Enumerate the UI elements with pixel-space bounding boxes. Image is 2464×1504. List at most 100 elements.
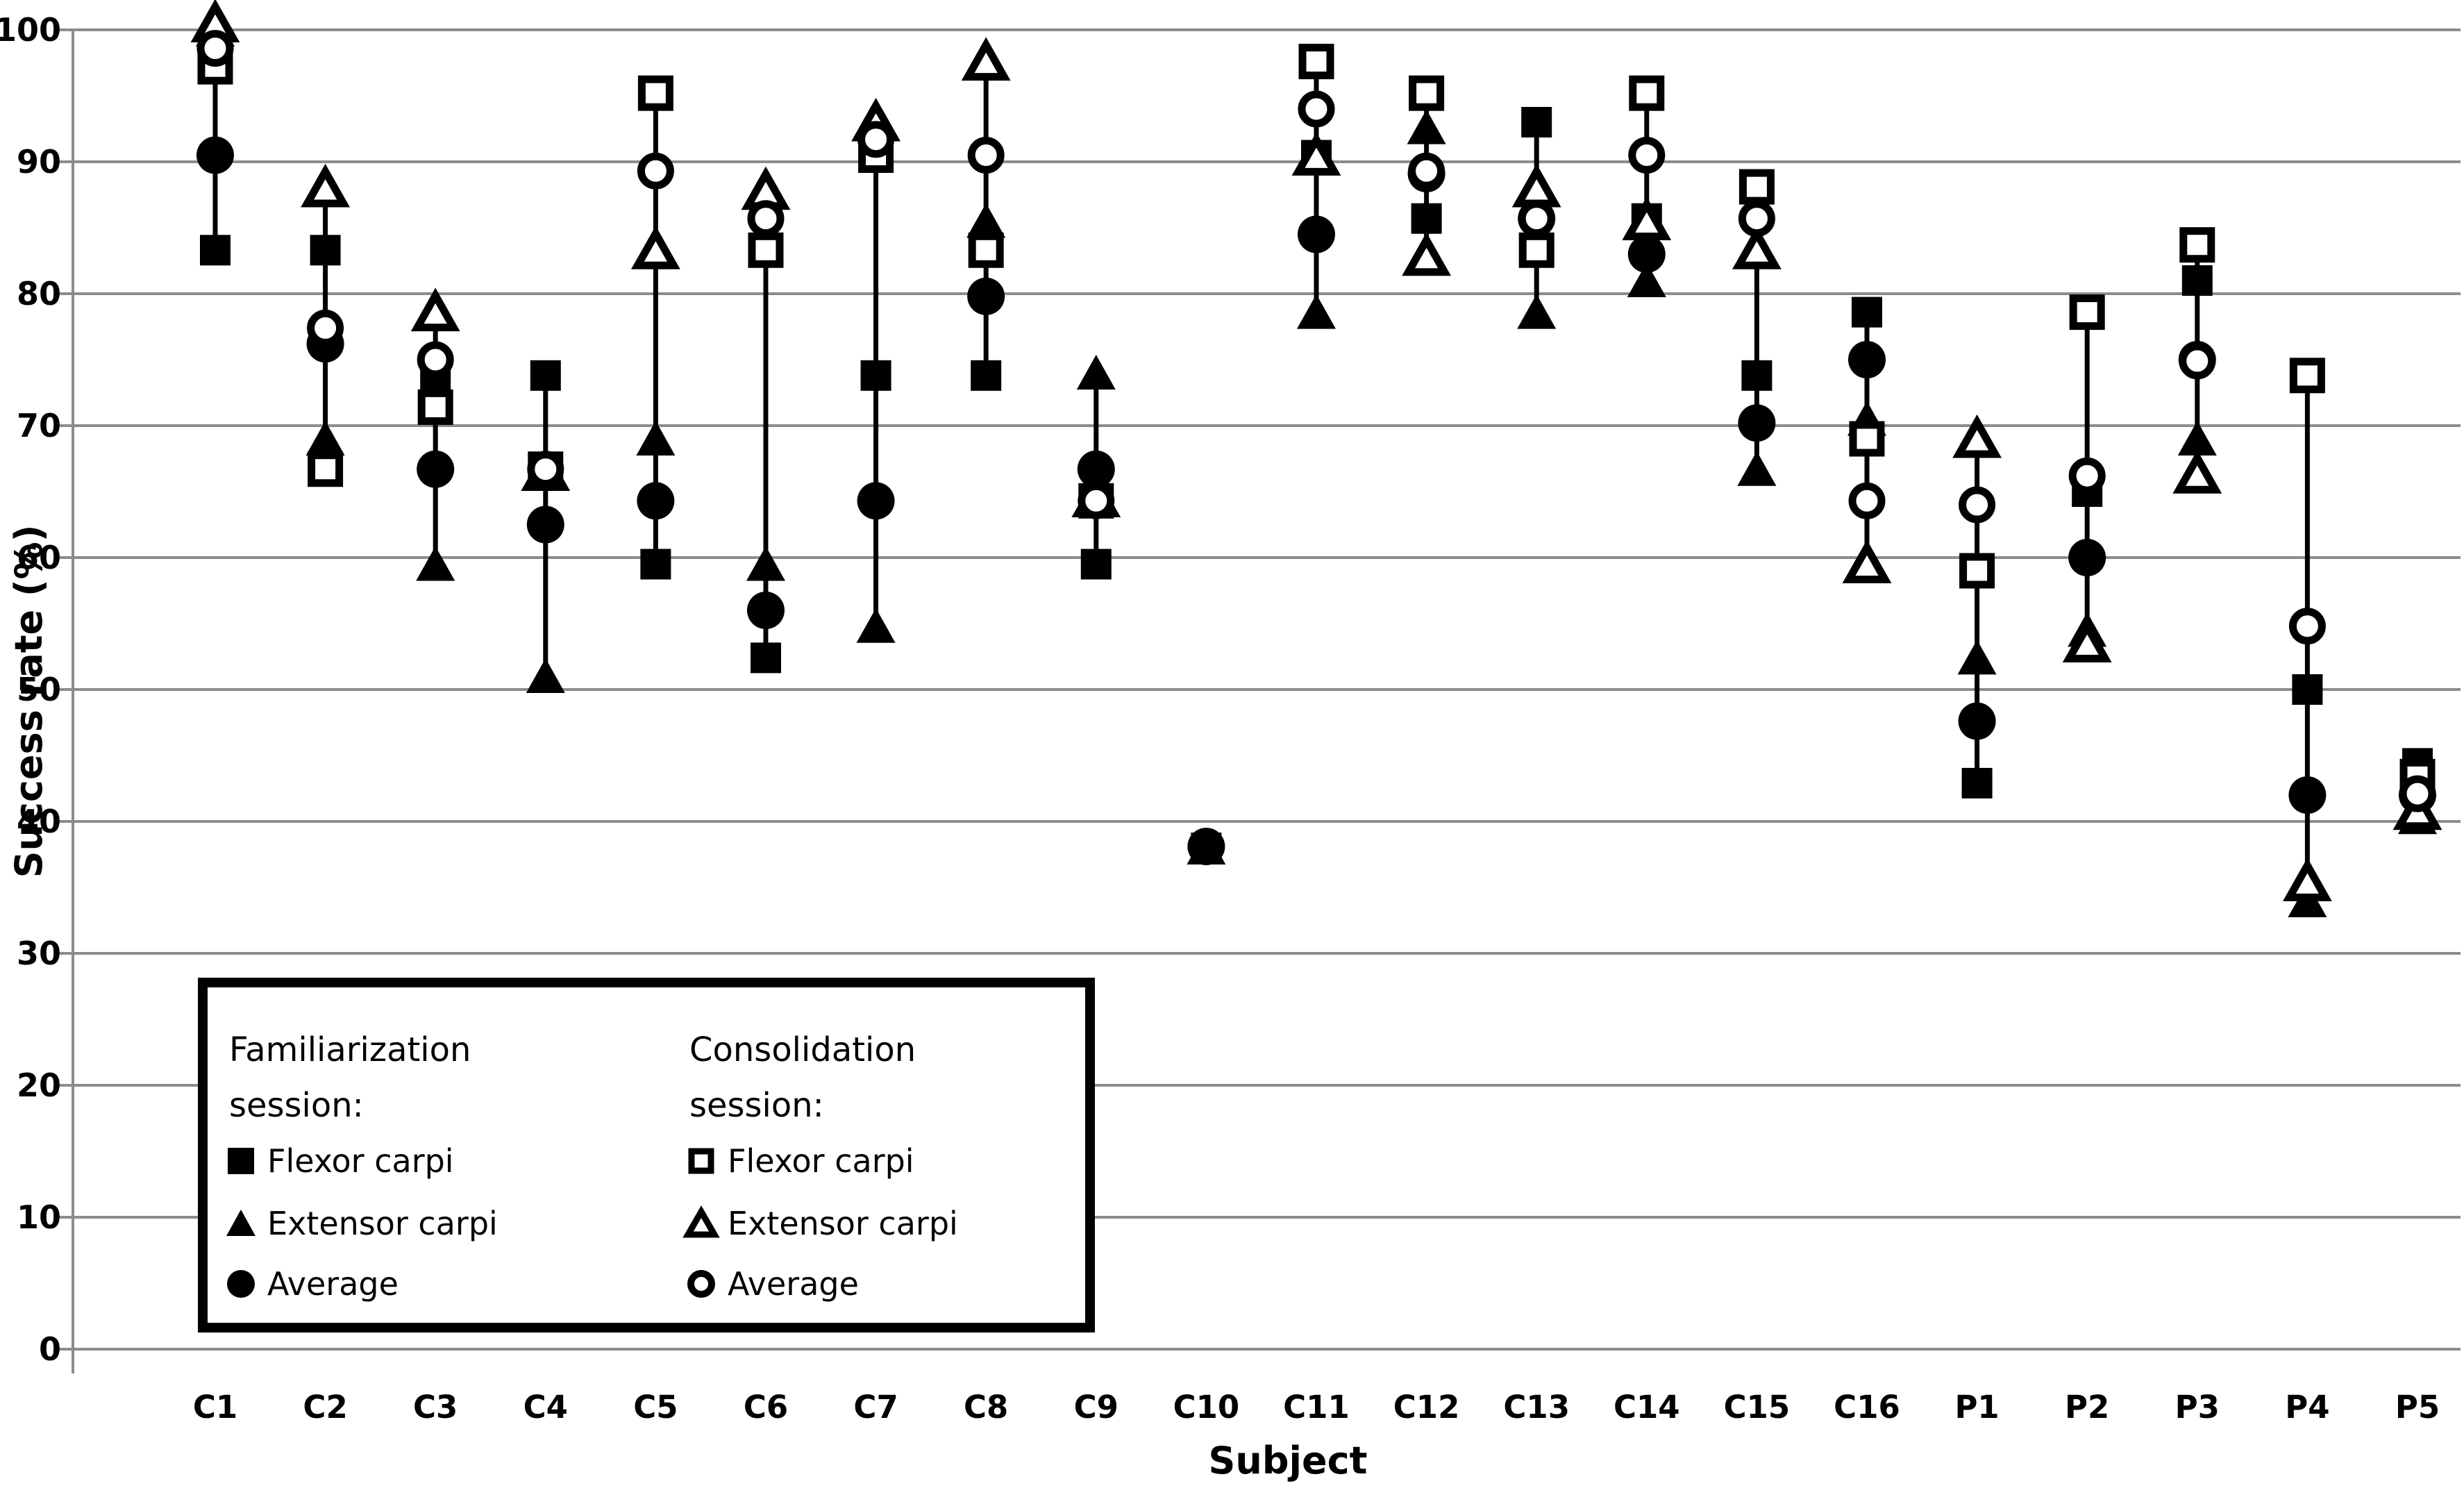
data-point-marker	[1741, 360, 1772, 391]
data-point-marker	[1852, 296, 1882, 328]
data-point-marker	[966, 203, 1006, 238]
data-point-marker	[1957, 640, 1997, 675]
legend-group-title: session:	[689, 1086, 824, 1125]
data-point-marker	[1518, 232, 1554, 268]
x-tick-label-P5: P5	[2395, 1389, 2440, 1426]
data-point-marker	[417, 450, 455, 488]
data-point-marker	[1078, 482, 1115, 519]
x-tick-label-C11: C11	[1283, 1389, 1350, 1426]
data-point-marker	[971, 360, 1002, 391]
data-point-marker	[416, 546, 455, 581]
data-point-marker	[1517, 294, 1557, 329]
data-point-marker	[856, 608, 896, 643]
data-point-marker	[1407, 109, 1446, 144]
data-point-marker	[637, 152, 674, 190]
legend-item-label: Average	[728, 1265, 859, 1303]
data-point-marker	[1518, 200, 1555, 237]
legend-item-label: Extensor carpi	[728, 1205, 958, 1242]
data-point-marker	[630, 226, 680, 269]
filled-square-icon	[228, 1148, 254, 1174]
x-tick-label-C10: C10	[1173, 1389, 1240, 1426]
x-tick-label-C13: C13	[1503, 1389, 1570, 1426]
x-tick-label-P3: P3	[2175, 1389, 2220, 1426]
legend-item-label: Flexor carpi	[267, 1142, 454, 1180]
axis-titles: Success rate (%) Subject	[7, 525, 1367, 1482]
open-square-icon	[688, 1148, 714, 1174]
data-point-marker	[2068, 539, 2106, 576]
data-point-marker	[301, 163, 351, 208]
data-point-marker	[417, 341, 454, 378]
data-point-marker	[2288, 776, 2327, 814]
data-point-marker	[857, 482, 895, 520]
x-tick-label-C8: C8	[964, 1389, 1008, 1426]
data-point-marker	[310, 235, 341, 266]
data-point-marker	[640, 549, 671, 580]
data-point-marker	[530, 360, 561, 391]
data-point-marker	[527, 451, 564, 488]
data-point-marker	[2289, 358, 2325, 394]
data-point-marker	[2068, 457, 2106, 494]
filled-triangle-icon	[226, 1210, 255, 1236]
x-tick-label-C15: C15	[1724, 1389, 1791, 1426]
x-tick-label-C16: C16	[1834, 1389, 1900, 1426]
data-point-marker	[746, 546, 785, 581]
x-tick-label-C1: C1	[193, 1389, 237, 1426]
x-tick-label-P1: P1	[1954, 1389, 1999, 1426]
data-point-marker	[305, 421, 345, 456]
data-point-marker	[1511, 163, 1561, 208]
data-point-marker	[637, 482, 675, 520]
legend-item-label: Average	[267, 1265, 399, 1303]
data-point-marker	[2292, 674, 2323, 705]
data-point-marker	[308, 451, 344, 487]
data-point-marker	[1409, 75, 1445, 111]
data-point-marker	[1959, 553, 1995, 589]
x-tick-label-C12: C12	[1393, 1389, 1460, 1426]
data-point-marker	[1629, 75, 1665, 111]
data-point-marker	[1521, 107, 1552, 137]
data-point-marker	[1411, 203, 1442, 234]
data-point-marker	[748, 232, 784, 268]
x-tick-label-C4: C4	[523, 1389, 568, 1426]
x-tick-label-C7: C7	[853, 1389, 898, 1426]
legend-item-label: Flexor carpi	[728, 1142, 914, 1180]
legend-box	[198, 978, 1095, 1332]
data-point-marker	[860, 360, 891, 391]
data-point-marker	[307, 309, 344, 346]
data-point-marker	[2181, 265, 2213, 296]
data-point-marker	[1732, 226, 1782, 269]
data-point-marker	[1849, 421, 1885, 457]
x-tick-label-C2: C2	[303, 1389, 347, 1426]
open-triangle-icon	[682, 1205, 720, 1238]
data-point-marker	[747, 592, 785, 629]
data-point-marker	[2282, 858, 2332, 901]
y-tick-label-100: 100	[0, 11, 61, 49]
data-point-marker	[526, 658, 565, 693]
data-point-marker	[2062, 619, 2112, 662]
legend-group-title: Familiarization	[229, 1030, 471, 1069]
data-point-marker	[1738, 200, 1775, 237]
y-tick-label-40: 40	[17, 803, 61, 840]
data-point-marker	[2399, 775, 2436, 812]
x-tick-label-C5: C5	[633, 1389, 678, 1426]
data-point-marker	[1959, 486, 1996, 524]
x-tick-label-C3: C3	[413, 1389, 458, 1426]
data-point-marker	[637, 75, 673, 111]
y-tick-label-30: 30	[17, 935, 61, 972]
x-tick-label-C14: C14	[1614, 1389, 1680, 1426]
data-point-marker	[196, 30, 234, 67]
y-tick-label-20: 20	[17, 1067, 61, 1104]
data-point-marker	[417, 389, 453, 425]
data-point-marker	[1738, 169, 1775, 205]
data-point-marker	[1408, 152, 1445, 190]
open-circle-icon	[687, 1270, 715, 1298]
y-tick-label-0: 0	[39, 1330, 61, 1368]
data-point-marker	[1297, 294, 1336, 329]
data-point-marker	[526, 505, 564, 544]
series-open-circle	[196, 30, 2436, 812]
legend-group-title: Consolidation	[689, 1030, 916, 1069]
data-point-marker	[2069, 294, 2105, 331]
data-point-marker	[2177, 421, 2217, 456]
data-point-marker	[410, 287, 460, 332]
